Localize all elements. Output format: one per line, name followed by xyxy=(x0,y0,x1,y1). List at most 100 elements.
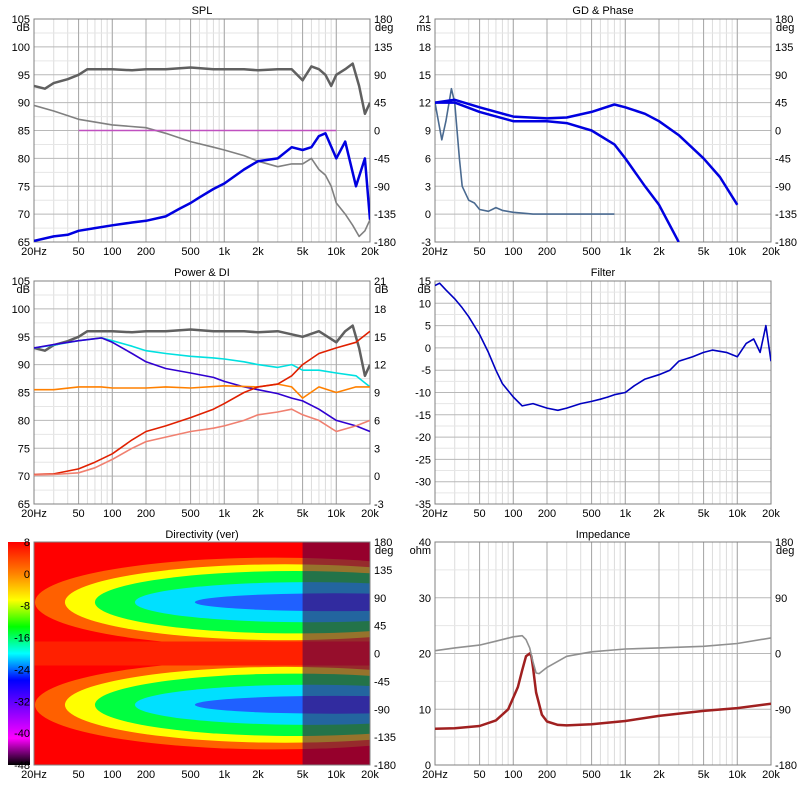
directivity-y-tick-right: -45 xyxy=(374,676,390,688)
directivity-y-tick-right: -90 xyxy=(374,704,390,716)
spl-x-tick-label: 100 xyxy=(103,246,121,258)
power-di-x-tick-label: 500 xyxy=(181,508,199,520)
spl-x-tick-label: 5k xyxy=(297,246,309,258)
gd-phase-x-tick-label: 2k xyxy=(653,246,665,258)
filter-x-tick-label: 100 xyxy=(504,508,522,520)
power-di-y-tick-left: 65 xyxy=(18,499,30,511)
imp-left-unit: ohm xyxy=(410,545,431,557)
spl-x-tick-label: 200 xyxy=(137,246,155,258)
power-di-x-tick-label: 10k xyxy=(327,508,345,520)
impedance-x-tick-label: 100 xyxy=(504,769,522,781)
gd-phase-x-tick-label: 5k xyxy=(698,246,710,258)
power-di-x-tick-label: 2k xyxy=(252,508,264,520)
spl-y-tick-left: 70 xyxy=(18,209,30,221)
directivity-color-scale xyxy=(8,542,30,765)
power-di-y-tick-left: 80 xyxy=(18,415,30,427)
directivity-y-tick-right: -180 xyxy=(374,760,396,772)
gd-phase-y-tick-left: 9 xyxy=(425,126,431,138)
impedance-y-tick-right: 0 xyxy=(775,649,781,661)
directivity-x-tick-label: 20k xyxy=(361,769,379,781)
power-right-unit: dB xyxy=(375,284,388,296)
impedance-x-tick-label: 10k xyxy=(728,769,746,781)
impedance-x-tick-label: 50 xyxy=(473,769,485,781)
directivity-x-tick-label: 500 xyxy=(181,769,199,781)
spl-y-tick-right: 45 xyxy=(374,98,386,110)
filter-x-tick-label: 200 xyxy=(538,508,556,520)
spl-x-tick-label: 2k xyxy=(252,246,264,258)
filter-y-tick-left: 5 xyxy=(425,321,431,333)
impedance-x-tick-label: 20k xyxy=(762,769,780,781)
filter-x-tick-label: 5k xyxy=(698,508,710,520)
gd-phase-x-tick-label: 20k xyxy=(762,246,780,258)
filter-y-tick-left: 0 xyxy=(425,343,431,355)
directivity-y-tick-left: -40 xyxy=(14,728,30,740)
directivity-x-tick-label: 50 xyxy=(72,769,84,781)
spl-y-tick-left: 80 xyxy=(18,153,30,165)
filter-x-tick-label: 10k xyxy=(728,508,746,520)
power-di-series-2 xyxy=(34,337,370,433)
gd-phase-y-tick-right: -180 xyxy=(775,237,797,249)
impedance-frame xyxy=(434,541,772,766)
directivity-y-tick-right: 0 xyxy=(374,649,380,661)
spl-y-tick-left: 105 xyxy=(12,14,30,26)
spl-title: SPL xyxy=(192,5,213,17)
gd-phase-series-1 xyxy=(435,98,739,206)
spl-series-3 xyxy=(34,132,370,242)
power-di-y-tick-left: 70 xyxy=(18,471,30,483)
filter-y-tick-left: -25 xyxy=(415,454,431,466)
directivity-hf-region xyxy=(302,542,370,765)
spl-y-tick-right: 135 xyxy=(374,42,392,54)
filter-x-tick-label: 20k xyxy=(762,508,780,520)
power-di-y-tick-right: 18 xyxy=(374,304,386,316)
spl-x-tick-label: 20k xyxy=(361,246,379,258)
impedance-x-tick-label: 2k xyxy=(653,769,665,781)
gd-phase-series-group xyxy=(435,87,739,242)
gd-phase-x-tick-label: 50 xyxy=(473,246,485,258)
impedance-title: Impedance xyxy=(576,529,630,541)
gd-phase-y-tick-left: -3 xyxy=(421,237,431,249)
impedance-x-tick-label: 5k xyxy=(698,769,710,781)
spl-x-tick-label: 500 xyxy=(181,246,199,258)
filter-y-tick-left: -5 xyxy=(421,365,431,377)
spl-right-unit: deg xyxy=(375,22,393,34)
impedance-x-tick-label: 1k xyxy=(619,769,631,781)
filter-y-tick-left: -10 xyxy=(415,388,431,400)
directivity-title: Directivity (ver) xyxy=(165,529,238,541)
filter-series-0 xyxy=(435,282,771,412)
power-di-y-tick-right: 12 xyxy=(374,360,386,372)
power-di-y-tick-left: 95 xyxy=(18,332,30,344)
power-di-series-4 xyxy=(34,330,370,476)
gd-phase-frame xyxy=(434,18,772,243)
filter-x-tick-label: 20Hz xyxy=(422,508,448,520)
impedance-x-tick-label: 20Hz xyxy=(422,769,448,781)
power-di-x-tick-label: 20k xyxy=(361,508,379,520)
gd-phase-y-tick-left: 0 xyxy=(425,209,431,221)
directivity-y-tick-left: -48 xyxy=(14,760,30,772)
gd-phase-y-tick-right: -135 xyxy=(775,209,797,221)
gd-right-unit: deg xyxy=(776,22,794,34)
gd-phase-x-tick-label: 100 xyxy=(504,246,522,258)
directivity-x-tick-label: 2k xyxy=(252,769,264,781)
spl-series-0 xyxy=(34,62,370,116)
power-di-x-tick-label: 50 xyxy=(72,508,84,520)
spl-y-tick-right: -135 xyxy=(374,209,396,221)
power-di-y-tick-left: 75 xyxy=(18,443,30,455)
power-di-y-tick-right: 21 xyxy=(374,276,386,288)
gd-phase-y-tick-right: -45 xyxy=(775,153,791,165)
gd-phase-x-tick-label: 20Hz xyxy=(422,246,448,258)
spl-y-tick-right: 180 xyxy=(374,14,392,26)
gd-phase-x-tick-label: 500 xyxy=(582,246,600,258)
gd-phase-y-tick-left: 21 xyxy=(419,14,431,26)
impedance-y-tick-right: 90 xyxy=(775,593,787,605)
power-di-y-tick-right: -3 xyxy=(374,499,384,511)
power-di-frame xyxy=(33,280,371,505)
spl-x-tick-label: 1k xyxy=(218,246,230,258)
gd-phase-y-tick-right: 0 xyxy=(775,126,781,138)
impedance-x-tick-label: 500 xyxy=(582,769,600,781)
filter-left-unit: dB xyxy=(418,284,431,296)
gd-phase-y-tick-right: 90 xyxy=(775,70,787,82)
filter-y-tick-left: -30 xyxy=(415,477,431,489)
directivity-x-tick-label: 20Hz xyxy=(21,769,47,781)
directivity-frame xyxy=(33,541,371,766)
impedance-y-tick-left: 30 xyxy=(419,593,431,605)
